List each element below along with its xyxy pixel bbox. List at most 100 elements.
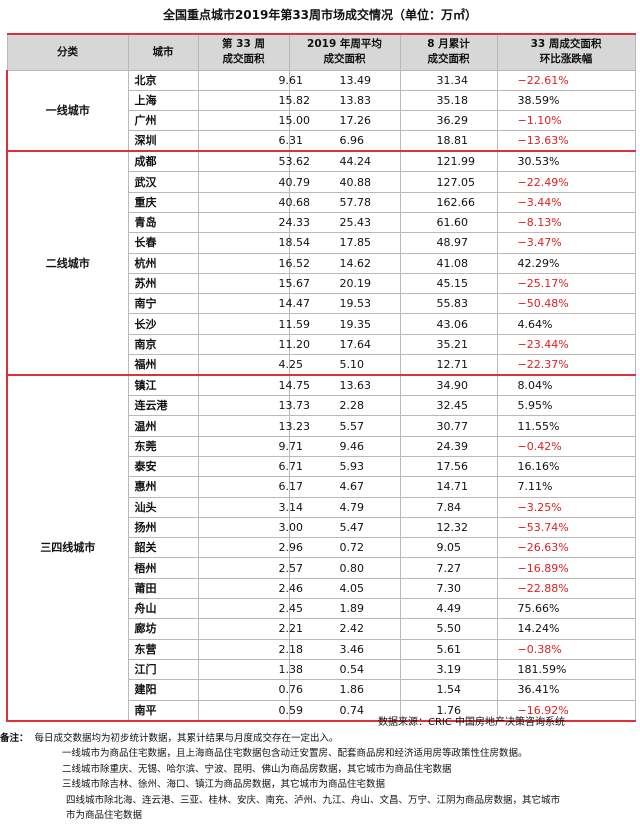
aug-total-cell: 5.61	[399, 638, 498, 660]
aug-total-cell: 1.76	[399, 699, 498, 722]
city-cell: 梧州	[127, 557, 199, 579]
city-cell: 上海	[127, 89, 199, 112]
aug-total-cell: 35.18	[399, 89, 498, 112]
header-aug-total: 8 月累计 成交面积	[399, 33, 498, 71]
table-row: 上海 15.82 13.83 35.18 38.59%	[7, 89, 636, 112]
aug-total-cell: 12.71	[399, 354, 498, 377]
table-row: 建阳 0.76 1.86 1.54 36.41%	[7, 679, 636, 701]
aug-total-cell: 30.77	[399, 415, 498, 437]
avg2019-cell: 17.26	[288, 110, 401, 132]
change-cell: −22.37%	[496, 354, 636, 377]
week33-cell: 24.33	[197, 211, 310, 234]
aug-total-cell: 3.19	[399, 658, 498, 681]
table-row: 一线城市 北京 9.61 13.49 31.34 −22.61%	[6, 69, 636, 153]
week33-cell: 53.62	[197, 150, 310, 173]
table-row: 三四线城市 镇江 14.75 13.63 34.90 8.04%	[6, 374, 636, 722]
change-cell: −22.61%	[496, 69, 636, 91]
table-row: 长春 18.54 17.85 48.97 −3.47%	[7, 232, 636, 254]
change-cell: 7.11%	[496, 476, 636, 498]
group-label: 三四线城市	[6, 374, 129, 722]
avg2019-cell: 44.24	[288, 150, 401, 173]
avg2019-cell: 3.46	[288, 638, 401, 660]
week33-cell: 14.75	[197, 374, 310, 397]
change-cell: 14.24%	[496, 618, 636, 640]
aug-total-cell: 45.15	[399, 272, 498, 295]
week33-cell: 40.79	[197, 171, 310, 193]
week33-cell: 13.23	[197, 415, 310, 437]
week33-cell: 11.20	[197, 333, 310, 356]
week33-cell: 2.45	[197, 598, 303, 620]
change-cell: −13.63%	[496, 130, 636, 153]
week33-cell: 3.00	[197, 516, 303, 539]
week33-cell: 0.76	[197, 679, 303, 701]
aug-total-cell: 31.34	[399, 69, 498, 91]
aug-total-cell: 1.54	[399, 679, 498, 701]
city-cell: 深圳	[127, 130, 199, 153]
aug-total-cell: 24.39	[399, 435, 498, 457]
avg2019-cell: 6.96	[288, 130, 401, 153]
aug-total-cell: 7.30	[399, 577, 498, 600]
week33-cell: 2.57	[197, 557, 303, 579]
avg2019-cell: 0.74	[288, 699, 401, 722]
week33-cell: 2.21	[197, 618, 303, 640]
week33-cell: 15.82	[197, 89, 310, 112]
aug-total-cell: 61.60	[399, 211, 498, 234]
table-row: 深圳 6.31 6.96 18.81 −13.63%	[7, 130, 636, 153]
table-row: 南平 0.59 0.74 1.76 −16.92%	[7, 699, 636, 722]
aug-total-cell: 17.56	[399, 455, 498, 478]
header-city: 城市	[127, 33, 199, 71]
week33-cell: 14.47	[197, 293, 310, 315]
change-cell: −3.25%	[496, 496, 636, 518]
data-source: 数据来源：CRIC 中国房地产决策咨询系统	[378, 717, 566, 728]
aug-total-cell: 32.45	[399, 395, 498, 417]
week33-cell: 0.59	[197, 699, 303, 722]
aug-total-cell: 34.90	[399, 374, 498, 397]
header-avg2019: 2019 年周平均 成交面积	[288, 33, 401, 71]
group-label: 一线城市	[6, 69, 129, 153]
week33-cell: 15.67	[197, 272, 310, 295]
avg2019-cell: 5.10	[288, 354, 401, 377]
city-cell: 长沙	[127, 313, 199, 335]
change-cell: 36.41%	[496, 679, 636, 701]
city-cell: 温州	[127, 415, 199, 437]
city-cell: 连云港	[127, 395, 199, 417]
header-category: 分类	[6, 33, 129, 71]
week33-cell: 2.46	[197, 577, 303, 600]
table-row: 廊坊 2.21 2.42 5.50 14.24%	[7, 618, 636, 640]
city-cell: 苏州	[127, 272, 199, 295]
city-cell: 汕头	[127, 496, 199, 518]
change-cell: −0.42%	[496, 435, 636, 457]
change-cell: 30.53%	[496, 150, 636, 173]
change-cell: 16.16%	[496, 455, 636, 478]
avg2019-cell: 5.47	[288, 516, 401, 539]
aug-total-cell: 35.21	[399, 333, 498, 356]
city-cell: 东营	[127, 638, 199, 660]
aug-total-cell: 55.83	[399, 293, 498, 315]
change-cell: −25.17%	[496, 272, 636, 295]
change-cell: −16.92%	[496, 699, 636, 722]
week33-cell: 2.18	[197, 638, 303, 660]
note-line: 二线城市除重庆、无锡、哈尔滨、宁波、昆明、佛山为商品房数据，其它城市为商品住宅数…	[62, 763, 452, 775]
city-cell: 廊坊	[127, 618, 199, 640]
city-cell: 建阳	[127, 679, 199, 701]
city-cell: 武汉	[127, 171, 199, 193]
week33-cell: 6.71	[197, 455, 303, 478]
aug-total-cell: 4.49	[399, 598, 498, 620]
change-cell: 4.64%	[496, 313, 636, 335]
city-cell: 扬州	[127, 516, 199, 539]
aug-total-cell: 41.08	[399, 252, 498, 274]
avg2019-cell: 4.67	[288, 476, 401, 498]
note-line: 四线城市除北海、连云港、三亚、桂林、安庆、南充、泸州、九江、舟山、文昌、万宁、江…	[66, 794, 561, 806]
avg2019-cell: 5.93	[288, 455, 401, 478]
week33-cell: 9.71	[197, 435, 303, 457]
city-cell: 长春	[127, 232, 199, 254]
avg2019-cell: 1.86	[288, 679, 401, 701]
week33-cell: 11.59	[197, 313, 310, 335]
table-row: 温州 13.23 5.57 30.77 11.55%	[7, 415, 636, 437]
change-cell: 181.59%	[496, 658, 636, 681]
city-cell: 广州	[127, 110, 199, 132]
table-row: 南京 11.20 17.64 35.21 −23.44%	[7, 333, 636, 356]
city-cell: 泰安	[127, 455, 199, 478]
aug-total-cell: 121.99	[399, 150, 498, 173]
table-row: 广州 15.00 17.26 36.29 −1.10%	[7, 110, 636, 132]
